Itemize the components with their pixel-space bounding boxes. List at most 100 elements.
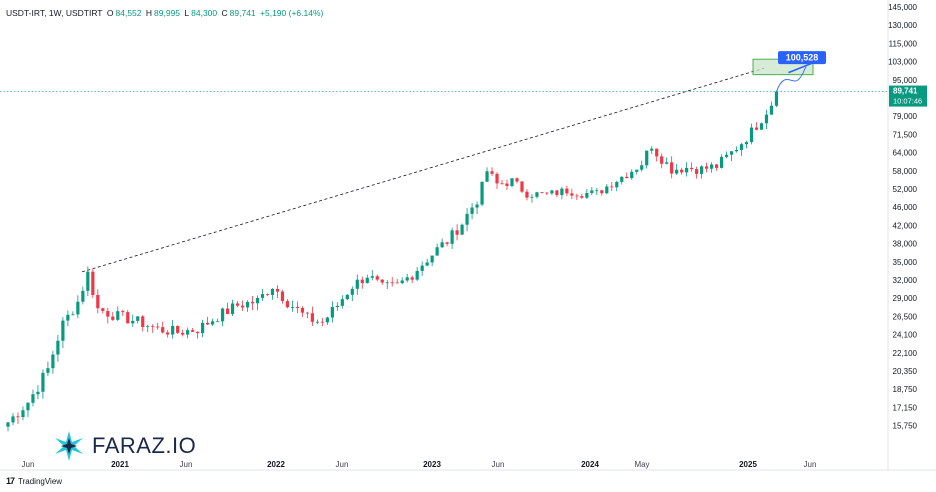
- candle-body: [76, 301, 80, 315]
- candle-body: [729, 151, 734, 155]
- candle-body: [440, 242, 444, 248]
- candle-body: [470, 207, 474, 214]
- y-tick-label: 35,000: [893, 258, 918, 267]
- y-tick-label: 17,150: [893, 403, 918, 412]
- y-tick-label: 42,000: [893, 221, 918, 230]
- close-label: C: [221, 8, 228, 18]
- x-tick-label: 2022: [267, 460, 285, 469]
- x-tick-label: Jun: [492, 460, 505, 469]
- candle-body: [425, 262, 429, 266]
- candle-body: [450, 230, 454, 244]
- candle-body: [655, 148, 659, 157]
- candle-body: [555, 190, 559, 196]
- open-value: 84,552: [115, 8, 142, 18]
- candle-body: [325, 317, 329, 323]
- candle-body: [405, 277, 409, 281]
- candle-body: [230, 303, 235, 315]
- candle-body: [754, 127, 759, 130]
- candle-body: [245, 301, 250, 308]
- candle-body: [759, 123, 764, 130]
- candle-body: [225, 308, 230, 315]
- candle-body: [370, 276, 374, 278]
- candle-body: [709, 164, 714, 169]
- candle-body: [605, 186, 609, 194]
- candle-body: [749, 127, 754, 143]
- tradingview-footer[interactable]: 17 TradingView: [6, 476, 62, 486]
- y-tick-label: 58,000: [893, 167, 918, 176]
- watermark-text: FARAZ.IO: [92, 433, 197, 458]
- candle-body: [395, 282, 399, 284]
- dashed-trendline: [81, 67, 765, 273]
- candle-body: [665, 162, 669, 164]
- high-value: 89,995: [154, 8, 181, 18]
- low-value: 84,300: [191, 8, 218, 18]
- candle-body: [375, 276, 379, 280]
- target-price-label: 100,528: [786, 53, 819, 63]
- candle-body: [400, 280, 404, 284]
- candle-body: [510, 178, 514, 186]
- candle-body: [410, 277, 414, 280]
- y-tick-label: 24,100: [893, 331, 918, 340]
- candle-body: [191, 330, 195, 332]
- candle-body: [430, 255, 434, 263]
- candle-body: [116, 311, 120, 320]
- x-tick-label: 2025: [739, 460, 757, 469]
- candle-body: [620, 176, 624, 182]
- y-tick-label: 29,000: [893, 294, 918, 303]
- y-tick-label: 32,000: [893, 276, 918, 285]
- x-tick-label: Jun: [336, 460, 349, 469]
- candle-body: [505, 183, 509, 186]
- candle-body: [300, 308, 305, 313]
- y-tick-label: 26,500: [893, 312, 918, 321]
- price-badge-countdown: 10:07:46: [893, 97, 922, 106]
- candle-body: [355, 279, 359, 289]
- candle-body: [485, 171, 489, 182]
- candle-body: [645, 150, 649, 166]
- tradingview-brand: TradingView: [18, 476, 63, 486]
- candle-body: [739, 144, 744, 150]
- candle-body: [590, 190, 594, 194]
- candle-body: [161, 327, 165, 333]
- candle-body: [690, 167, 694, 170]
- candle-body: [290, 307, 295, 308]
- candle-body: [670, 162, 674, 174]
- candle-body: [585, 193, 589, 198]
- x-tick-label: Jun: [22, 460, 35, 469]
- candle-body: [295, 307, 300, 309]
- faraz-star-logo-icon: [55, 431, 83, 461]
- candle-body: [285, 301, 290, 308]
- symbol-name[interactable]: USDT-IRT, 1W, USDTIRT: [6, 8, 103, 18]
- y-tick-label: 103,000: [888, 58, 917, 67]
- candle-body: [734, 149, 739, 152]
- candle-body: [465, 213, 469, 225]
- candle-body: [106, 310, 110, 317]
- candle-body: [280, 291, 285, 302]
- trendline[interactable]: [81, 67, 765, 273]
- candle-body: [600, 190, 604, 194]
- candle-body: [260, 294, 265, 298]
- y-tick-label: 20,350: [893, 367, 918, 376]
- candle-body: [320, 321, 324, 323]
- candle-body: [700, 166, 704, 174]
- y-tick-label: 46,000: [893, 203, 918, 212]
- target-zone[interactable]: 100,528: [752, 51, 827, 92]
- candle-body: [520, 181, 524, 192]
- x-axis: Jun 2021 Jun 2022 Jun 2023 Jun 2024 May 2025 Jun: [22, 460, 817, 469]
- candle-body: [56, 340, 60, 355]
- high-label: H: [145, 8, 153, 18]
- y-axis: 145,000130,000115,000103,00095,00087,000…: [888, 3, 917, 431]
- candle-body: [500, 183, 504, 185]
- candle-body: [460, 224, 464, 235]
- candle-body: [565, 188, 569, 194]
- candle-body: [151, 326, 155, 328]
- y-tick-label: 38,000: [893, 240, 918, 249]
- candle-body: [66, 314, 70, 321]
- candle-body: [540, 192, 544, 194]
- faraz-watermark: FARAZ.IO: [52, 429, 196, 463]
- candle-body: [305, 312, 309, 314]
- candle-body: [131, 320, 135, 324]
- candle-body: [445, 242, 449, 244]
- candle-body: [774, 91, 779, 106]
